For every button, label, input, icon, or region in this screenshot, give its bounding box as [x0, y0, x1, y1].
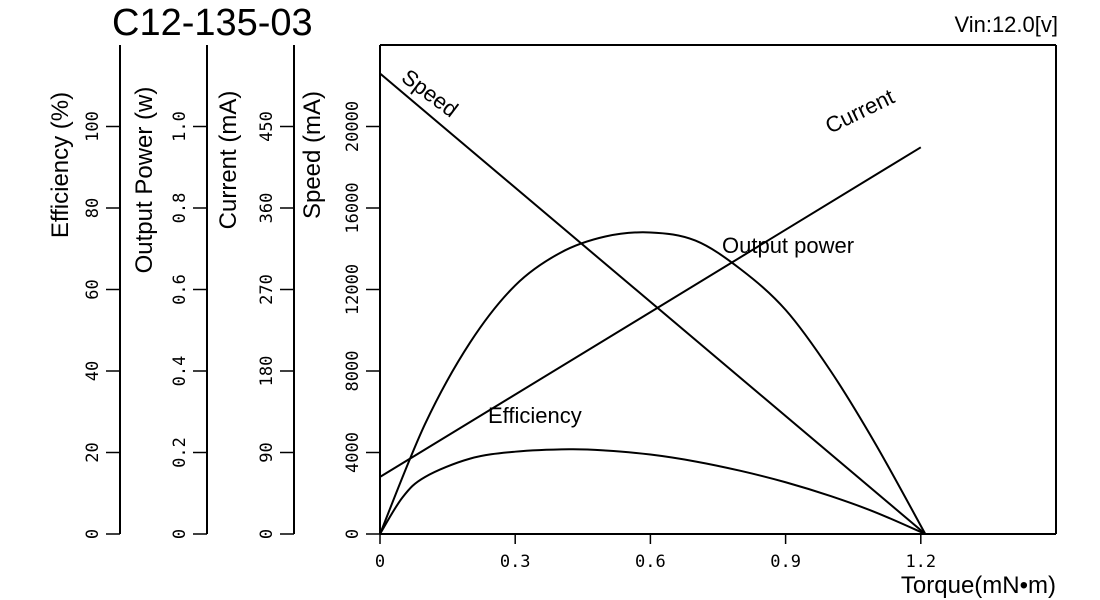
x-tick-label: 0 — [375, 552, 385, 572]
power-tick-label: 0.6 — [170, 274, 190, 305]
x-tick-label: 0.3 — [500, 552, 531, 572]
output-power-series-line — [379, 231, 927, 535]
vin-annotation: Vin:12.0[v] — [954, 12, 1058, 37]
efficiency-tick-label: 0 — [83, 529, 103, 539]
speed-series-line — [379, 72, 926, 535]
series-group — [379, 72, 927, 535]
current-tick-label: 0 — [257, 529, 277, 539]
efficiency-tick-label: 100 — [83, 111, 103, 142]
efficiency-tick-label: 20 — [83, 442, 103, 462]
x-tick-label: 1.2 — [905, 552, 936, 572]
current-curve-label: Current — [821, 84, 898, 139]
speed-tick-label: 12000 — [343, 264, 363, 315]
current-tick-label: 270 — [257, 274, 277, 305]
current-tick-label: 90 — [257, 442, 277, 462]
current-series-line — [379, 146, 922, 478]
x-tick-label: 0.9 — [770, 552, 801, 572]
speed-axis-label: Speed (mA) — [299, 91, 326, 219]
power-axis-label: Output Power (w) — [131, 87, 158, 274]
efficiency-axis-label: Efficiency (%) — [47, 92, 74, 238]
efficiency-tick-label: 40 — [83, 361, 103, 381]
chart-title: C12-135-03 — [112, 2, 313, 44]
speed-tick-label: 16000 — [343, 182, 363, 233]
speed-curve-label: Speed — [397, 64, 463, 122]
power-tick-label: 0 — [170, 529, 190, 539]
output-power-curve-label: Output power — [722, 233, 854, 258]
speed-tick-label: 4000 — [343, 432, 363, 473]
efficiency-curve-label: Efficiency — [488, 403, 582, 428]
curve-labels-group: Speed Current Output power Efficiency — [397, 64, 898, 428]
speed-tick-label: 8000 — [343, 351, 363, 392]
efficiency-tick-label: 80 — [83, 198, 103, 218]
efficiency-tick-label: 60 — [83, 279, 103, 299]
power-tick-label: 0.2 — [170, 437, 190, 468]
x-tick-label: 0.6 — [635, 552, 666, 572]
current-axis-label: Current (mA) — [215, 91, 242, 230]
plot-frame — [380, 44, 1057, 534]
current-tick-label: 450 — [257, 111, 277, 142]
left-axes-group: 0 20 40 60 80 100 Efficiency (%) 0 0.2 0.4 0.6 0.8 1… — [47, 45, 381, 539]
speed-tick-label: 0 — [343, 529, 363, 539]
x-axis-label: Torque(mN•m) — [901, 572, 1056, 599]
current-tick-label: 360 — [257, 193, 277, 224]
power-tick-label: 0.4 — [170, 356, 190, 387]
current-tick-label: 180 — [257, 356, 277, 387]
speed-tick-label: 20000 — [343, 101, 363, 152]
power-tick-label: 1.0 — [170, 111, 190, 142]
efficiency-series-line — [379, 448, 926, 535]
power-tick-label: 0.8 — [170, 193, 190, 224]
